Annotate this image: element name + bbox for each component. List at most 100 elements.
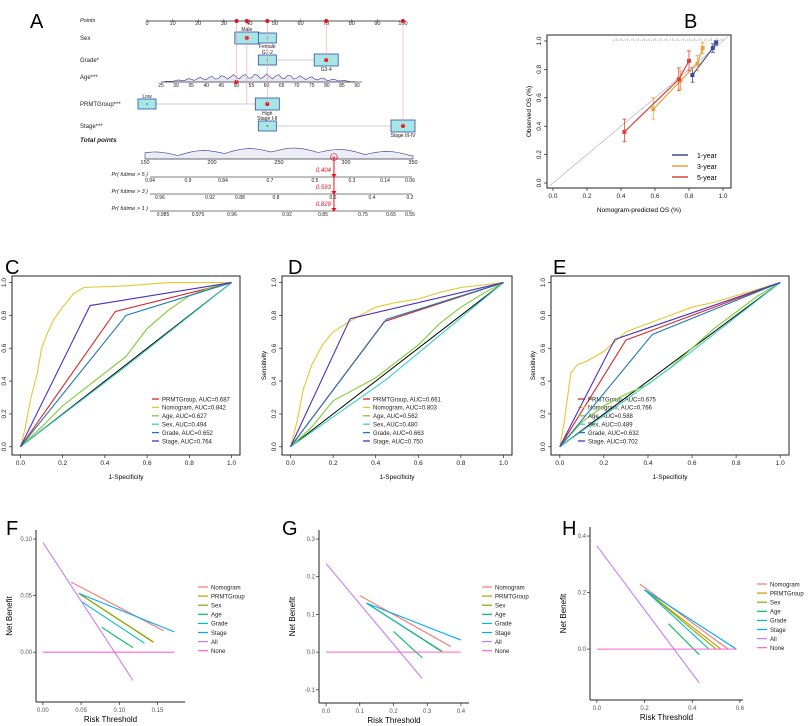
y-tick-label: 0.4: [271, 376, 278, 385]
y-tick-label: 0.2: [540, 409, 547, 418]
probability-tick-label: 0.5: [312, 178, 319, 184]
dca-line-Nomogram: [359, 595, 452, 647]
legend-label: Grade: [770, 619, 787, 625]
y-tick-label: 1.0: [540, 278, 547, 287]
x-tick-label: 0.2: [389, 709, 398, 715]
age-tick-label: 80: [324, 83, 330, 89]
calibration-point: [622, 129, 627, 134]
legend-label: Sex, AUC=0.489: [588, 423, 633, 429]
total-points-density-curve: [144, 147, 414, 160]
y-tick-label: 0.0: [540, 442, 547, 451]
roc-curve-Stage: [290, 282, 504, 448]
probability-tick-label: 0.96: [155, 195, 165, 201]
dca-line-Age: [101, 626, 134, 649]
legend-label: Nomogram, AUC=0.803: [373, 406, 438, 412]
variable-label-stage: Stage***: [80, 124, 103, 130]
legend-label: Sex, AUC=0.480: [373, 423, 418, 429]
y-tick-label: 0.2: [307, 575, 316, 581]
points-axis-marker: [324, 19, 329, 23]
age-tick-label: 55: [249, 83, 255, 89]
dca-line-Grade: [644, 589, 710, 650]
panel-label: A: [30, 11, 44, 33]
roc-curve-Sex: [290, 282, 504, 448]
x-tick-label: 0.8: [732, 460, 741, 467]
y-tick-label: 0.4: [536, 121, 543, 130]
probability-axis-label: Pr( futime > 3 ): [111, 189, 148, 195]
points-tick-label: 80: [349, 21, 355, 27]
probability-tick-label: 0.65: [386, 212, 396, 218]
y-tick-label: 1.0: [536, 36, 543, 45]
level-label: Stage III-IV: [390, 133, 416, 139]
x-tick-label: 0.0: [286, 460, 295, 467]
legend-label: Grade, AUC=0.652: [162, 431, 214, 437]
level-label: G3-4: [321, 67, 332, 73]
calibration-line-3-year: [652, 47, 704, 110]
legend-label: Age: [211, 613, 222, 619]
y-tick-label: 0.6: [536, 93, 543, 102]
legend-label: Stage: [770, 628, 786, 634]
x-tick-label: 0.00: [37, 708, 49, 714]
roc-curve-Grade: [559, 282, 781, 448]
x-tick-label: 0.6: [688, 460, 697, 467]
y-axis-label: Net Benefit: [559, 593, 568, 633]
total-points-label: Total points: [80, 137, 117, 144]
dca-line-Grade: [366, 602, 441, 652]
x-tick-label: 1.0: [718, 193, 727, 200]
x-tick-label: 0.6: [414, 460, 423, 467]
total-tick-label: 200: [207, 160, 216, 166]
x-tick-label: 0.4: [100, 460, 109, 467]
calibration-point: [676, 77, 681, 82]
age-tick-label: 60: [264, 83, 270, 89]
plot-frame: [546, 34, 732, 189]
x-tick-label: 0.10: [113, 708, 125, 714]
legend-label: Sex: [495, 604, 505, 610]
dca-line-Nomogram: [70, 581, 164, 632]
calibration-point: [690, 73, 695, 78]
dca-line-All: [42, 542, 134, 681]
legend-label: Grade, AUC=0.663: [373, 431, 425, 437]
variable-label-age: Age***: [80, 75, 98, 81]
legend-label: Age, AUC=0.627: [162, 414, 208, 420]
probability-tick-label: 0.2: [407, 195, 414, 201]
x-tick-label: 0.6: [650, 193, 659, 200]
dca-line-Nomogram: [639, 583, 729, 650]
calibration-point: [714, 40, 719, 45]
x-tick-label: 0.4: [457, 709, 466, 715]
legend-label: Grade: [211, 622, 228, 628]
y-axis-label: Net Benefit: [288, 596, 297, 636]
calibration-point: [686, 58, 691, 63]
age-tick-label: 70: [294, 83, 300, 89]
points-tick-label: 40: [246, 21, 252, 27]
x-tick-label: 0.4: [371, 460, 380, 467]
legend-label: 1-year: [697, 153, 718, 160]
probability-tick-label: 0.9: [185, 178, 192, 184]
probability-tick-label: 0.55: [405, 212, 415, 218]
y-tick-label: 0.0: [536, 178, 543, 187]
legend-label: PRMTGroup: [770, 591, 804, 597]
legend-label: PRMTGroup, AUC=0.675: [588, 397, 657, 403]
x-tick-label: 0.0: [593, 706, 602, 712]
legend-label: Age: [770, 610, 781, 616]
y-tick-label: 0.05: [20, 594, 32, 600]
y-tick-label: 0.8: [540, 311, 547, 320]
roc-curve-Nomogram: [289, 282, 504, 447]
legend-label: Sex: [211, 604, 221, 610]
plot-frame: [550, 275, 790, 456]
probability-tick-label: 0.88: [235, 195, 245, 201]
y-tick-label: 0.8: [271, 311, 278, 320]
x-tick-label: 0.4: [616, 193, 625, 200]
probability-tick-label: 0.94: [145, 178, 155, 184]
probability-marker: [331, 191, 337, 195]
plot-frame: [11, 275, 241, 456]
y-tick-label: 0.4: [540, 376, 547, 385]
probability-tick-label: 0.7: [267, 178, 274, 184]
legend-label: Stage, AUC=0.764: [162, 439, 213, 445]
y-tick-label: -0.1: [305, 688, 316, 694]
y-tick-label: 0.6: [1, 343, 8, 352]
legend-label: Sex, AUC=0.494: [162, 423, 207, 429]
x-tick-label: 1.0: [227, 460, 236, 467]
points-axis-marker: [401, 19, 405, 23]
legend-label: Stage: [211, 631, 227, 637]
x-tick-label: 0.0: [555, 460, 564, 467]
probability-marker: [331, 174, 337, 178]
